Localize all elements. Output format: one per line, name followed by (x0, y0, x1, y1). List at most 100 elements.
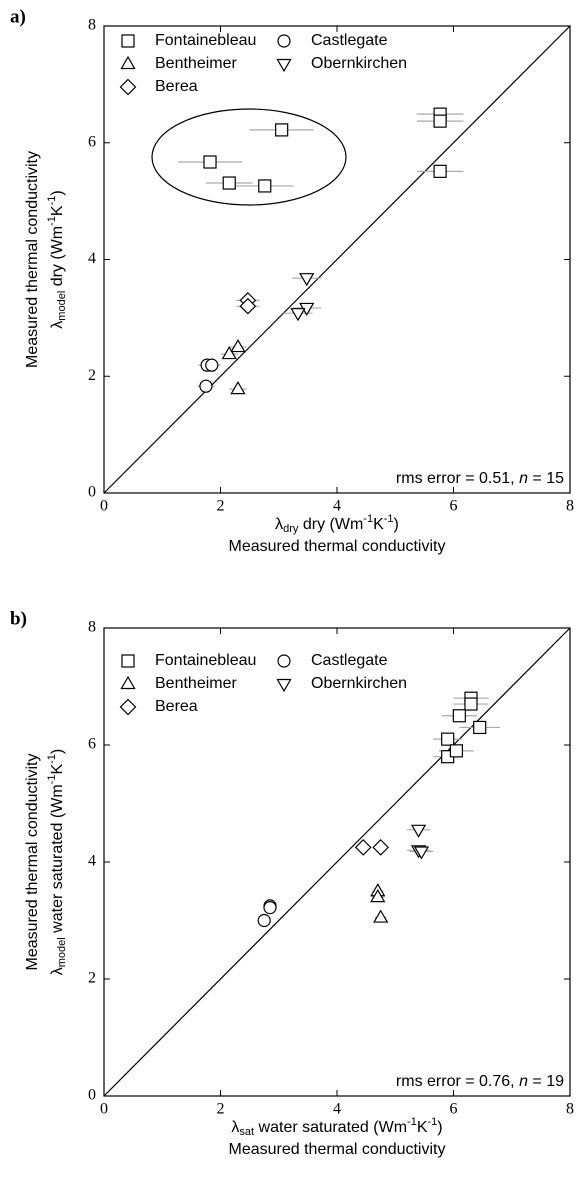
label-run: λ (49, 967, 66, 975)
label-run: λ (49, 321, 66, 329)
legend-marker (119, 78, 137, 96)
legend-marker (119, 698, 137, 716)
x-tick-label: 6 (450, 1101, 458, 1118)
x-tick-label: 6 (450, 498, 458, 515)
legend-marker (121, 654, 135, 668)
marker (199, 379, 213, 393)
marker (372, 839, 390, 856)
label-run: rms error = 0.51, (396, 470, 519, 487)
legend-label: Obernkirchen (311, 55, 407, 72)
marker (230, 338, 246, 353)
legend-marker (276, 58, 292, 73)
label-run: K (49, 205, 66, 216)
panel-label: a) (10, 6, 26, 27)
label-run: -1 (407, 1116, 417, 1128)
x-tick-label: 4 (333, 498, 341, 515)
marker (290, 308, 306, 322)
label-run: dry (Wm (298, 516, 363, 533)
marker (449, 744, 464, 758)
y-axis-label: λmodel water saturated (Wm-1K-1) (46, 749, 68, 975)
marker (354, 839, 372, 856)
x-tick-label: 8 (566, 1101, 574, 1118)
y-tick-label: 0 (88, 484, 96, 501)
label-run: = 15 (528, 470, 564, 487)
y-tick-label: 6 (88, 736, 96, 753)
legend-label: Fontainebleau (155, 32, 256, 49)
label-run: -1 (46, 216, 58, 226)
x-tick-label: 8 (566, 498, 574, 515)
label-run: ) (437, 1119, 442, 1136)
label-run: K (49, 764, 66, 775)
marker (221, 345, 237, 360)
x-axis-label: λdry dry (Wm-1K-1) (275, 513, 399, 535)
marker (263, 901, 277, 915)
label-run: n (519, 470, 528, 487)
legend-marker (277, 34, 291, 48)
label-run: rms error = 0.76, (396, 1073, 519, 1090)
legend-marker (120, 55, 136, 70)
label-run: -1 (384, 513, 394, 525)
label-run: ) (394, 516, 399, 533)
marker (257, 913, 271, 928)
y-tick-label: 4 (88, 853, 96, 870)
y-tick-label: 2 (88, 367, 96, 384)
marker (275, 123, 289, 137)
x-tick-label: 0 (100, 498, 108, 515)
legend-marker (277, 654, 291, 668)
legend-marker (276, 678, 292, 693)
legend-label: Castlegate (311, 652, 388, 669)
legend-label: Bentheimer (155, 675, 237, 692)
cluster-outline (151, 108, 347, 206)
legend-label: Obernkirchen (311, 675, 407, 692)
label-run: model (56, 291, 68, 321)
y-axis-label-1: Measured thermal conductivity (24, 151, 41, 368)
marker (203, 155, 217, 169)
label-run: dry (Wm (49, 226, 66, 291)
marker (370, 889, 386, 903)
label-run: λ (231, 1119, 239, 1136)
label-run: -1 (427, 1116, 437, 1128)
marker (464, 697, 478, 711)
identity-line (103, 627, 571, 1097)
marker (222, 176, 236, 190)
label-run: K (373, 516, 384, 533)
x-tick-label: 0 (100, 1101, 108, 1118)
legend-label: Fontainebleau (155, 652, 256, 669)
legend-label: Berea (155, 78, 198, 95)
marker (452, 709, 466, 723)
label-run: λ (275, 516, 283, 533)
annotation: rms error = 0.51, n = 15 (396, 470, 564, 487)
marker (410, 824, 427, 838)
marker (441, 732, 455, 746)
label-run: -1 (46, 196, 58, 206)
label-run: K (417, 1119, 428, 1136)
x-axis-label-2: Measured thermal conductivity (229, 1141, 446, 1158)
y-axis-label: λmodel dry (Wm-1K-1) (46, 190, 68, 328)
label-run: -1 (363, 513, 373, 525)
y-tick-label: 8 (88, 619, 96, 636)
label-run: ) (49, 749, 66, 754)
legend-label: Bentheimer (155, 55, 237, 72)
label-run: water saturated (Wm (254, 1119, 407, 1136)
x-axis-label-2: Measured thermal conductivity (229, 538, 446, 555)
y-tick-label: 6 (88, 133, 96, 150)
label-run: sat (239, 1126, 254, 1138)
marker (299, 273, 315, 287)
legend-label: Castlegate (311, 32, 388, 49)
marker (239, 297, 257, 315)
label-run: = 19 (528, 1073, 564, 1090)
marker (413, 846, 430, 860)
marker (258, 179, 272, 193)
label-run: -1 (46, 754, 58, 764)
marker (205, 358, 219, 372)
y-tick-label: 4 (88, 250, 96, 267)
label-run: n (519, 1073, 528, 1090)
marker (473, 720, 487, 735)
label-run: dry (283, 523, 299, 535)
panel-label: b) (10, 608, 27, 629)
label-run: water saturated (Wm (49, 784, 66, 937)
y-tick-label: 0 (88, 1087, 96, 1104)
x-tick-label: 2 (217, 498, 225, 515)
identity-line (103, 25, 571, 494)
